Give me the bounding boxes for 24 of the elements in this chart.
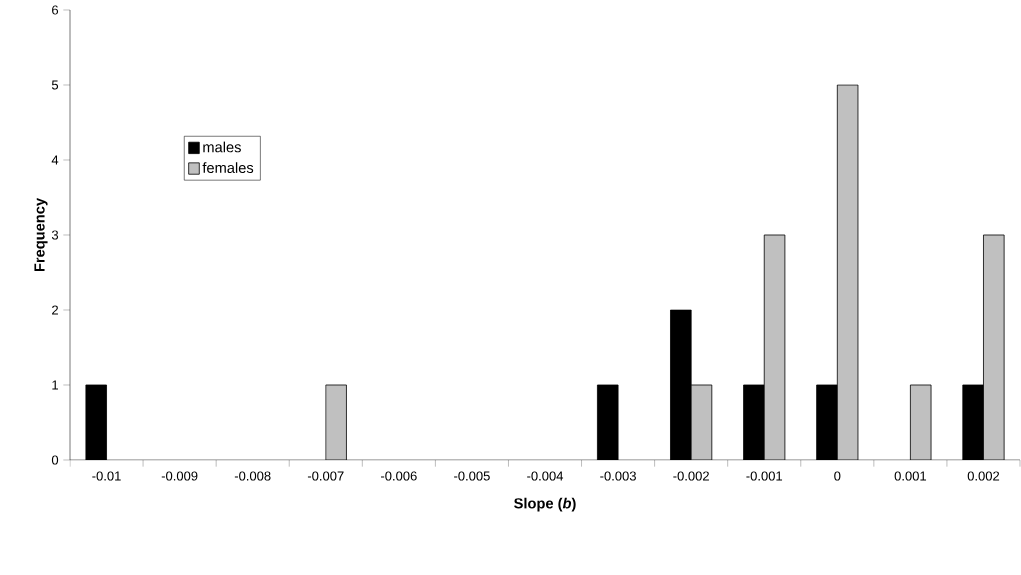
x-tick-label: -0.01 — [92, 471, 121, 481]
x-tick-label: -0.004 — [527, 471, 564, 481]
x-tick-label: 0.002 — [967, 471, 1000, 481]
y-tick-label: 4 — [51, 155, 59, 165]
x-tick-label: -0.008 — [234, 471, 271, 481]
y-tick-label: 5 — [51, 80, 59, 90]
x-tick-label: -0.005 — [454, 471, 490, 481]
x-axis-title: Slope (b) — [514, 497, 576, 512]
legend-label: females — [202, 162, 254, 173]
x-tick-label: 0 — [834, 471, 841, 481]
y-tick-label: 2 — [52, 305, 58, 315]
x-tick-label: -0.006 — [381, 471, 417, 481]
y-tick-label: 3 — [51, 230, 59, 240]
x-tick-label: -0.007 — [307, 471, 344, 481]
y-tick-label: 1 — [52, 380, 58, 390]
legend-label: males — [203, 141, 241, 153]
x-tick-label: -0.001 — [746, 471, 783, 481]
x-tick-label: -0.003 — [600, 471, 636, 481]
x-tick-label: 0.001 — [894, 471, 927, 481]
x-tick-label: -0.002 — [673, 471, 709, 481]
x-tick-label: -0.009 — [161, 471, 198, 481]
y-axis-title: Frequency — [34, 198, 48, 272]
y-tick-label: 6 — [52, 5, 59, 15]
y-tick-label: 0 — [51, 455, 59, 465]
